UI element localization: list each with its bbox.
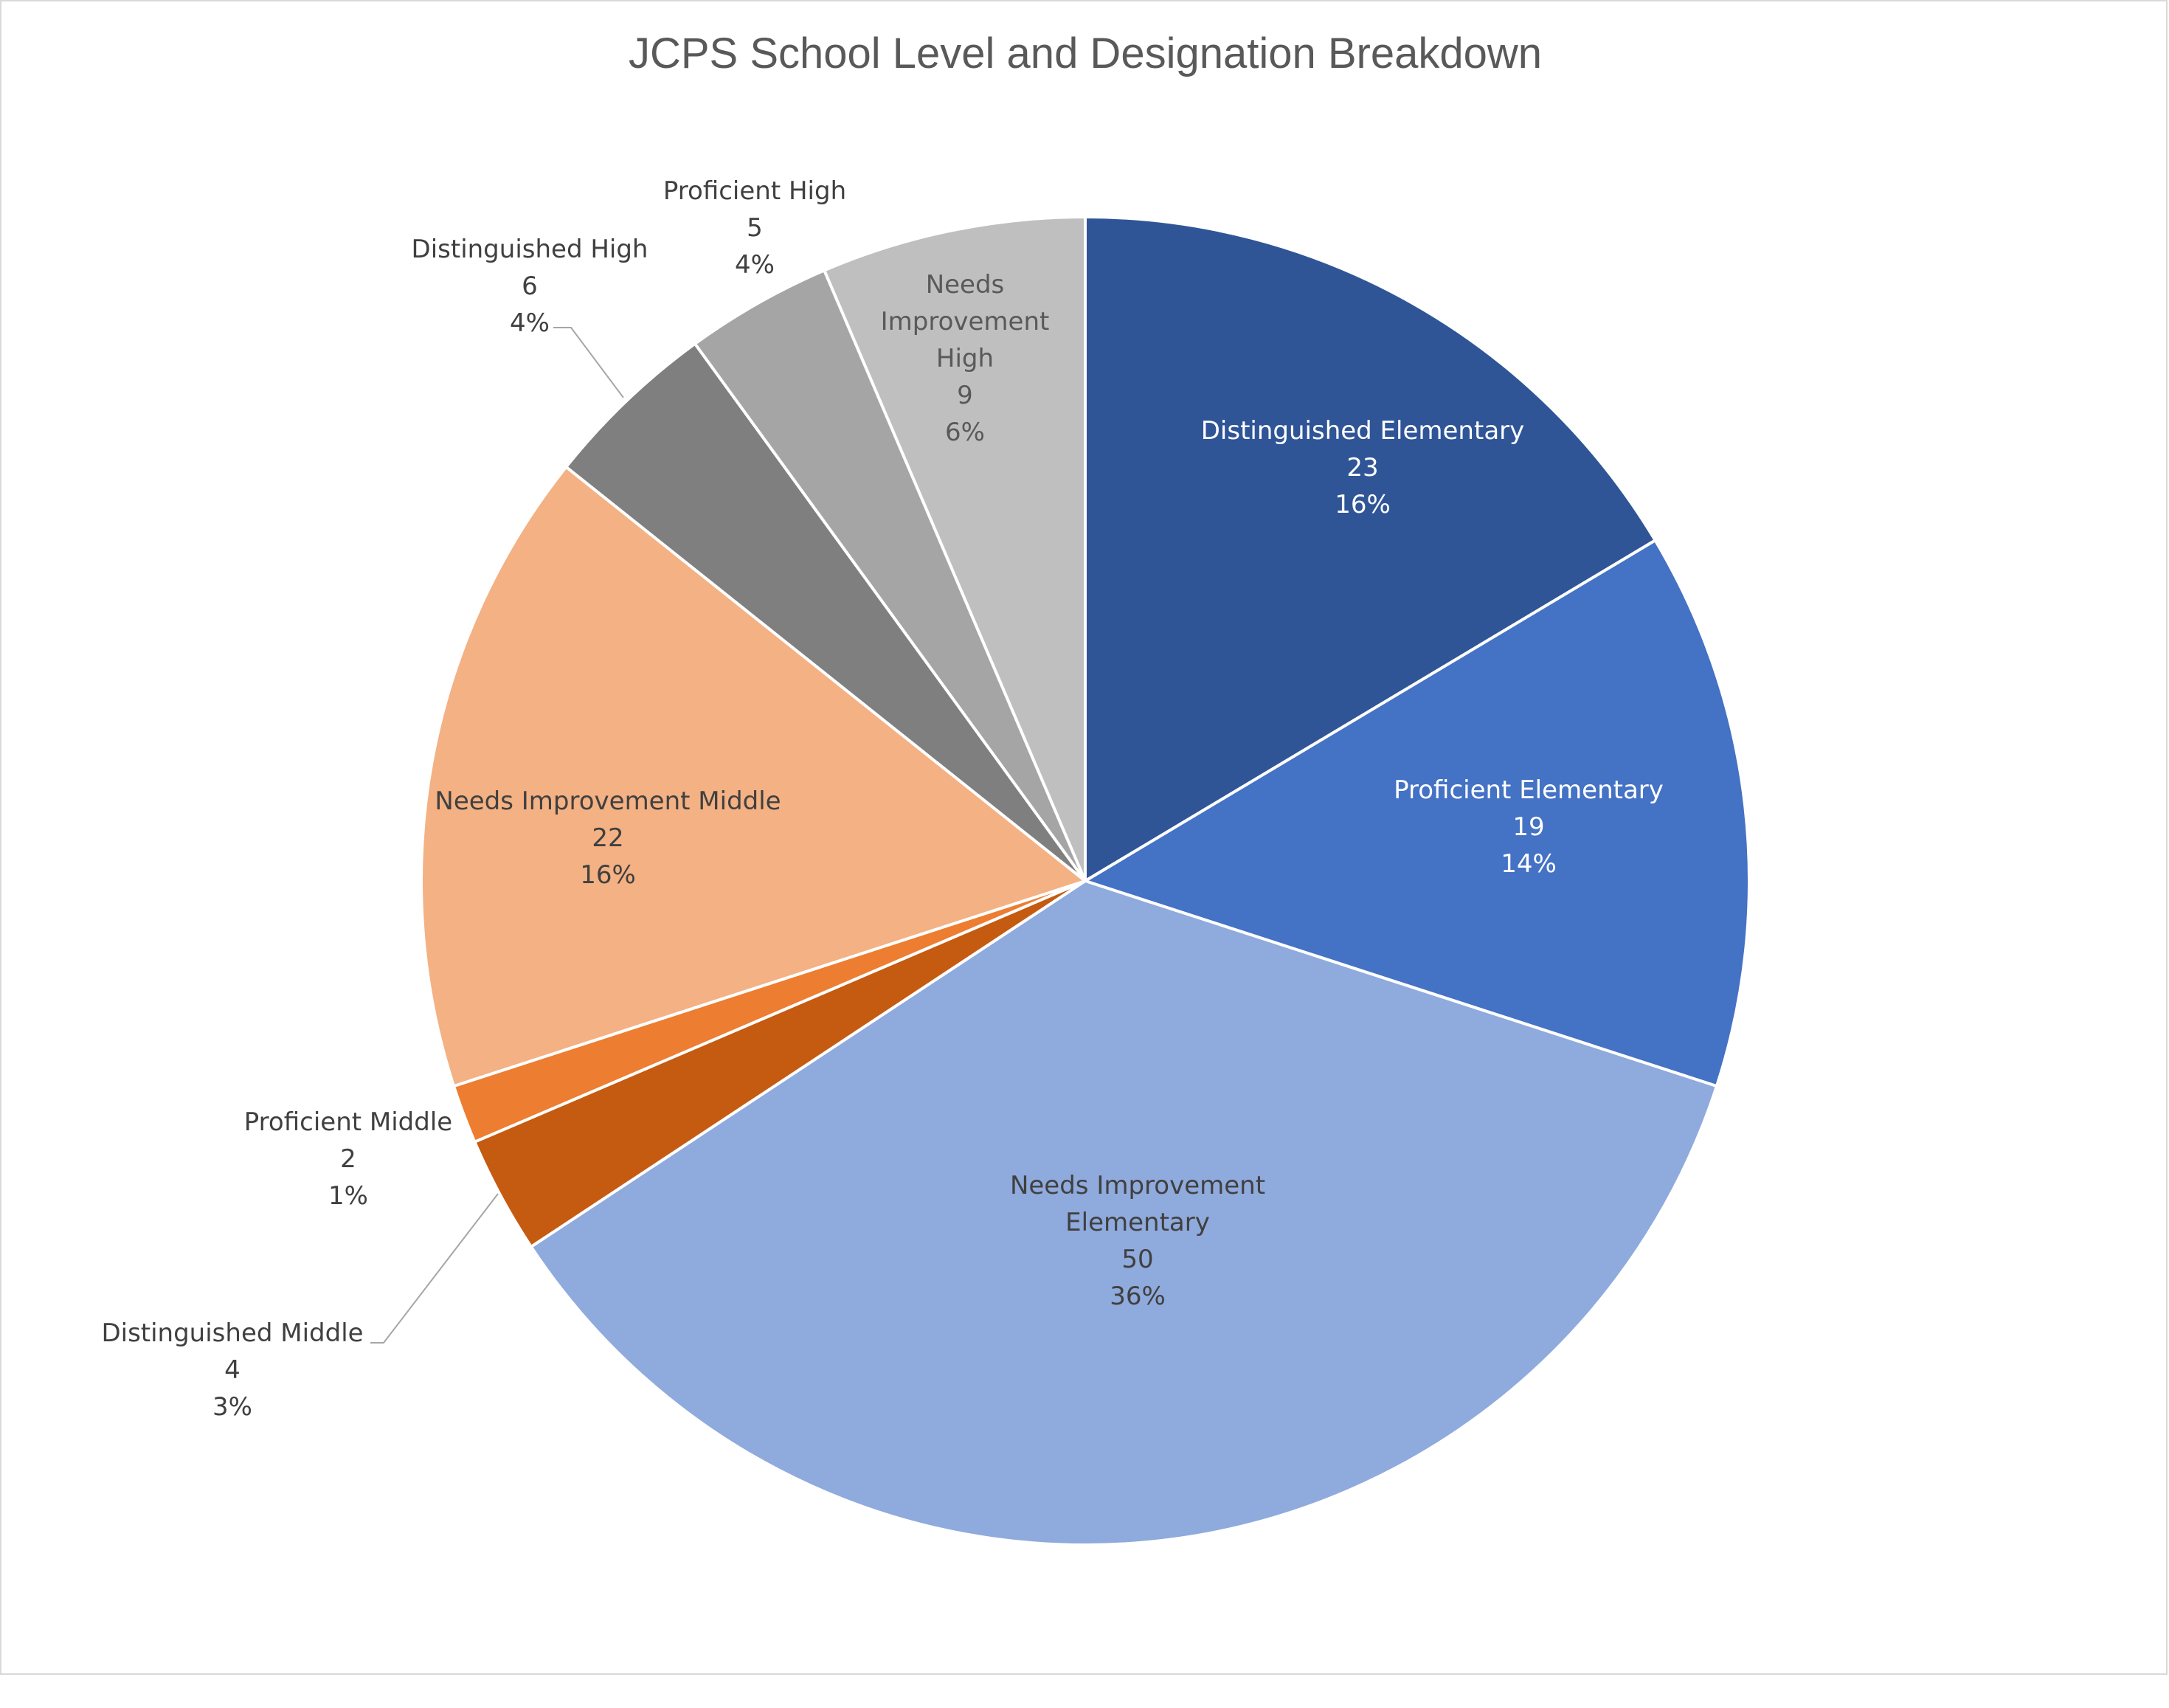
leader-line-distinguished-middle bbox=[370, 1193, 499, 1344]
data-label-distinguished-high: Distinguished High 6 4% bbox=[412, 235, 648, 338]
pie-slice-needs-improvement-elementary bbox=[529, 879, 1718, 1546]
pie-slice-distinguished-high bbox=[564, 342, 1087, 882]
leader-line-distinguished-high bbox=[553, 327, 624, 398]
leader-lines bbox=[370, 327, 624, 1344]
data-label-proficient-elementary: Proficient Elementary 19 14% bbox=[1394, 775, 1664, 879]
pie-slice-needs-improvement-high bbox=[823, 215, 1087, 882]
pie-slice-proficient-elementary bbox=[1084, 539, 1751, 1088]
data-label-distinguished-elementary: Distinguished Elementary 23 16% bbox=[1201, 416, 1525, 519]
data-label-proficient-middle: Proficient Middle 2 1% bbox=[244, 1107, 452, 1211]
slice-labels: Distinguished Elementary 23 16% Proficient … bbox=[101, 176, 1663, 1422]
pie-slice-distinguished-elementary bbox=[1084, 215, 1657, 882]
data-label-needs-improvement-middle: Needs Improvement Middle 22 16% bbox=[435, 786, 781, 890]
chart-title: JCPS School Level and Designation Breakd… bbox=[629, 30, 1542, 77]
data-label-proficient-high: Proficient High 5 4% bbox=[663, 176, 846, 280]
pie-slices bbox=[420, 215, 1751, 1546]
pie-slice-needs-improvement-middle bbox=[420, 465, 1087, 1088]
data-label-needs-improvement-elementary: Needs Improvement Elementary 50 36% bbox=[1010, 1171, 1265, 1311]
pie-slice-proficient-high bbox=[693, 269, 1087, 882]
data-label-needs-improvement-high: Needs Improvement High 9 6% bbox=[881, 270, 1050, 447]
data-label-distinguished-middle: Distinguished Middle 4 3% bbox=[101, 1318, 363, 1422]
